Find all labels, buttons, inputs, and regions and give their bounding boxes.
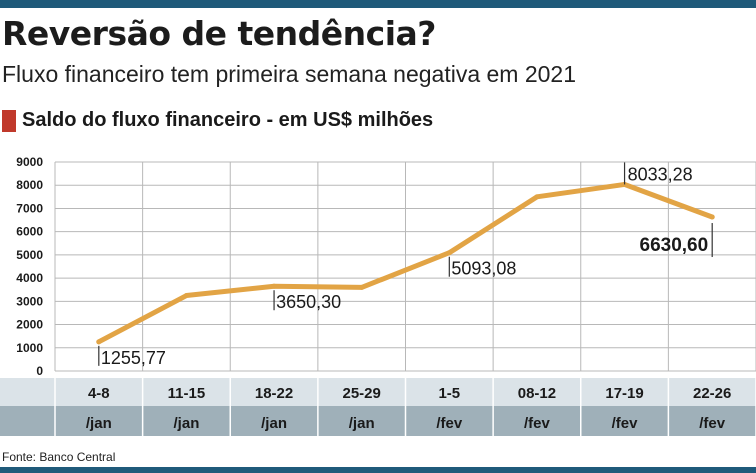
y-tick-label: 9000 — [16, 155, 43, 169]
page-subtitle: Fluxo financeiro tem primeira semana neg… — [2, 61, 577, 87]
x-tick-label: 11-15 — [168, 385, 206, 402]
data-point — [709, 214, 715, 220]
y-tick-label: 0 — [36, 364, 43, 378]
series-line — [96, 181, 715, 345]
y-tick-label: 4000 — [16, 271, 43, 285]
data-label: 6630,60 — [640, 235, 709, 256]
x-tick-sublabel: /fev — [699, 415, 726, 432]
bottom-accent-bar — [0, 467, 756, 473]
y-tick-label: 7000 — [16, 201, 43, 215]
data-label: 8033,28 — [628, 164, 693, 184]
category-band-bottom — [0, 406, 756, 436]
top-accent-bar — [0, 0, 756, 8]
x-tick-sublabel: /jan — [174, 415, 200, 432]
x-tick-label: 17-19 — [605, 385, 643, 402]
y-tick-label: 3000 — [16, 294, 43, 308]
y-tick-label: 8000 — [16, 178, 43, 192]
legend-swatch — [2, 109, 16, 132]
data-point — [359, 284, 365, 290]
data-point — [446, 250, 452, 256]
page-title: Reversão de tendência? — [2, 14, 436, 53]
y-tick-label: 5000 — [16, 248, 43, 262]
data-point — [534, 194, 540, 200]
source-note: Fonte: Banco Central — [2, 450, 116, 464]
data-label: 5093,08 — [451, 259, 516, 279]
data-label: 3650,30 — [276, 292, 341, 312]
x-tick-label: 08-12 — [518, 385, 556, 402]
line-chart: 0 1000 2000 3000 4000 5000 6000 7000 8000 9000 4-8… — [0, 155, 756, 436]
x-tick-sublabel: /fev — [524, 415, 551, 432]
x-tick-label: 1-5 — [438, 385, 460, 402]
x-tick-sublabel: /fev — [436, 415, 463, 432]
data-point — [96, 339, 102, 345]
data-point — [271, 283, 277, 289]
data-label: 1255,77 — [101, 348, 166, 368]
x-tick-label: 18-22 — [255, 385, 293, 402]
legend-label: Saldo do fluxo financeiro - em US$ milhõ… — [22, 109, 434, 131]
x-tick-label: 4-8 — [88, 385, 110, 402]
x-tick-sublabel: /jan — [86, 415, 112, 432]
data-point — [183, 293, 189, 299]
x-tick-sublabel: /jan — [261, 415, 287, 432]
x-tick-label: 22-26 — [693, 385, 731, 402]
x-tick-sublabel: /jan — [349, 415, 375, 432]
y-tick-label: 2000 — [16, 318, 43, 332]
legend: Saldo do fluxo financeiro - em US$ milhõ… — [2, 109, 433, 132]
x-tick-sublabel: /fev — [612, 415, 639, 432]
y-tick-label: 1000 — [16, 341, 43, 355]
x-tick-label: 25-29 — [343, 385, 381, 402]
y-tick-label: 6000 — [16, 225, 43, 239]
category-band-top — [0, 378, 756, 406]
